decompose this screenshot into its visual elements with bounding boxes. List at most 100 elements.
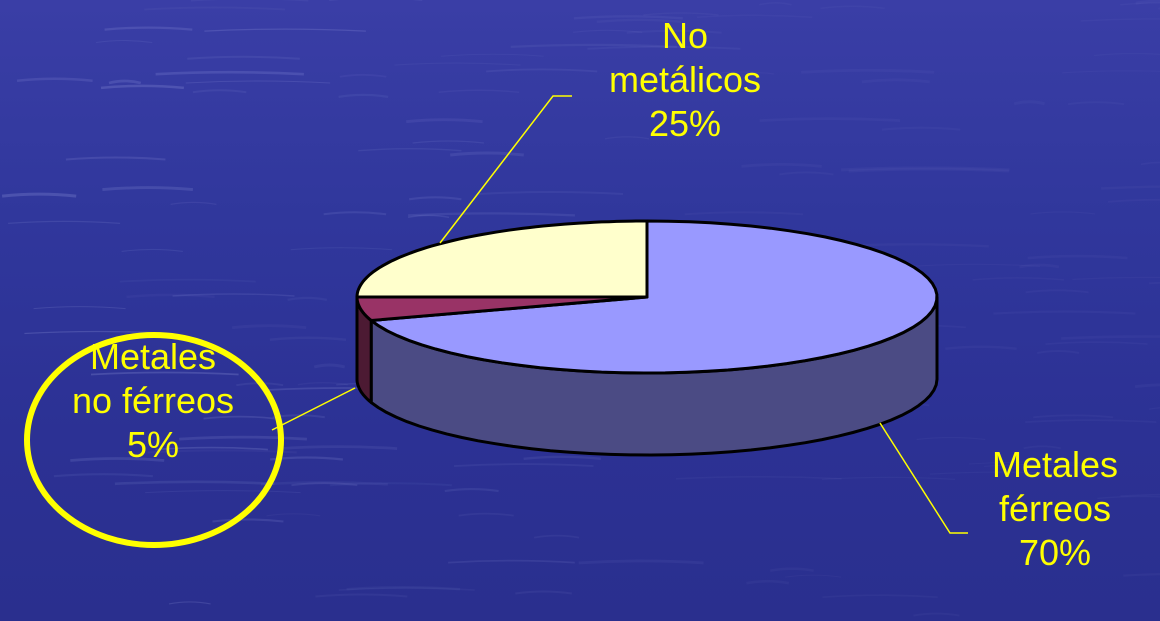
- water-ripple: [313, 363, 346, 369]
- water-ripple: [412, 140, 485, 144]
- water-ripple: [684, 211, 804, 216]
- water-ripple: [626, 29, 722, 34]
- pie-slice-2: [355, 219, 649, 299]
- water-ripple: [1030, 211, 1096, 215]
- pie-slice-1: [355, 295, 649, 322]
- water-ripple: [269, 336, 347, 341]
- water-ripple: [339, 73, 387, 78]
- water-ripple: [260, 481, 388, 486]
- water-ripple: [346, 586, 461, 591]
- water-ripple: [102, 186, 194, 192]
- water-ripple: [329, 482, 452, 487]
- label-line: 70%: [1018, 532, 1092, 573]
- water-ripple: [643, 12, 719, 16]
- water-ripple: [90, 371, 239, 376]
- water-ripple: [119, 278, 256, 283]
- water-ripple: [33, 306, 126, 310]
- water-ripple: [1033, 414, 1114, 419]
- water-ripple: [323, 211, 387, 216]
- water-ripple: [759, 117, 901, 122]
- water-ripple: [972, 277, 1065, 281]
- water-ripple: [841, 166, 1010, 172]
- water-ripple: [16, 77, 93, 82]
- water-ripple: [231, 324, 307, 330]
- water-ripple: [53, 473, 153, 478]
- water-ripple: [144, 6, 286, 11]
- water-ripple: [65, 156, 166, 161]
- water-ripple: [848, 167, 1009, 173]
- water-ripple: [406, 118, 483, 124]
- water-ripple: [820, 5, 885, 10]
- water-ripple: [8, 220, 121, 224]
- water-ripple: [1135, 0, 1160, 5]
- water-ripple: [486, 68, 598, 73]
- water-ripple: [453, 463, 594, 468]
- highlight-circle: [24, 332, 284, 548]
- water-ripple: [212, 518, 284, 523]
- water-ripple: [515, 590, 572, 595]
- water-ripple: [696, 14, 813, 19]
- water-ripple: [170, 201, 217, 205]
- water-ripple: [266, 513, 321, 517]
- water-ripple: [1062, 70, 1160, 74]
- water-ripple: [1093, 52, 1160, 57]
- water-ripple: [821, 476, 956, 481]
- water-ripple: [984, 463, 1094, 467]
- water-ripple: [478, 191, 624, 195]
- water-ripple: [1061, 335, 1160, 340]
- leader-line-no-metalicos: [439, 95, 572, 244]
- water-ripple: [596, 18, 682, 23]
- water-ripple: [155, 446, 268, 451]
- label-line: metálicos: [608, 59, 762, 100]
- water-ripple: [945, 345, 1017, 350]
- water-ripple: [1025, 289, 1089, 294]
- slice-label-no-metalicos: No metálicos 25%: [560, 14, 810, 146]
- water-ripple: [510, 43, 677, 49]
- water-ripple: [587, 45, 741, 50]
- water-ripple: [604, 136, 650, 140]
- water-ripple: [179, 435, 307, 441]
- water-ripple: [440, 53, 544, 57]
- water-ripple: [708, 71, 775, 75]
- water-ripple: [861, 78, 930, 84]
- water-ripple: [1025, 419, 1157, 423]
- water-ripple: [913, 612, 960, 617]
- water-ripple: [1067, 101, 1125, 106]
- water-ripple: [338, 587, 475, 591]
- water-ripple: [204, 28, 366, 32]
- water-ripple: [458, 512, 514, 517]
- water-ripple: [1101, 185, 1160, 190]
- water-ripple: [1027, 254, 1128, 260]
- water-ripple: [291, 482, 358, 487]
- water-ripple: [523, 455, 602, 460]
- water-ripple: [1023, 445, 1061, 450]
- water-ripple: [1097, 495, 1160, 500]
- water-ripple: [70, 457, 165, 462]
- water-ripple: [287, 296, 328, 302]
- water-ripple: [203, 415, 275, 420]
- water-ripple: [1072, 276, 1160, 280]
- water-ripple: [968, 461, 1096, 465]
- water-ripple: [315, 593, 408, 598]
- label-line: 25%: [648, 103, 722, 144]
- water-ripple: [578, 559, 704, 565]
- water-ripple: [1045, 341, 1148, 345]
- water-ripple: [444, 488, 499, 493]
- water-ripple: [172, 293, 295, 297]
- water-ripple: [1120, 2, 1160, 6]
- water-ripple: [573, 29, 643, 33]
- water-ripple: [96, 39, 153, 44]
- water-ripple: [408, 196, 462, 201]
- label-line: 5%: [126, 424, 180, 465]
- water-ripple: [911, 263, 1041, 267]
- water-ripple: [407, 214, 450, 219]
- water-ripple: [741, 163, 822, 168]
- water-ripple: [448, 559, 575, 564]
- leader-line-metales-ferreos: [879, 422, 968, 534]
- water-ripple: [929, 471, 1072, 475]
- water-ripple: [1, 192, 77, 198]
- water-ripple: [1123, 572, 1160, 577]
- water-ripple: [358, 148, 462, 152]
- label-line: Metales: [991, 444, 1119, 485]
- water-ripple: [187, 55, 300, 60]
